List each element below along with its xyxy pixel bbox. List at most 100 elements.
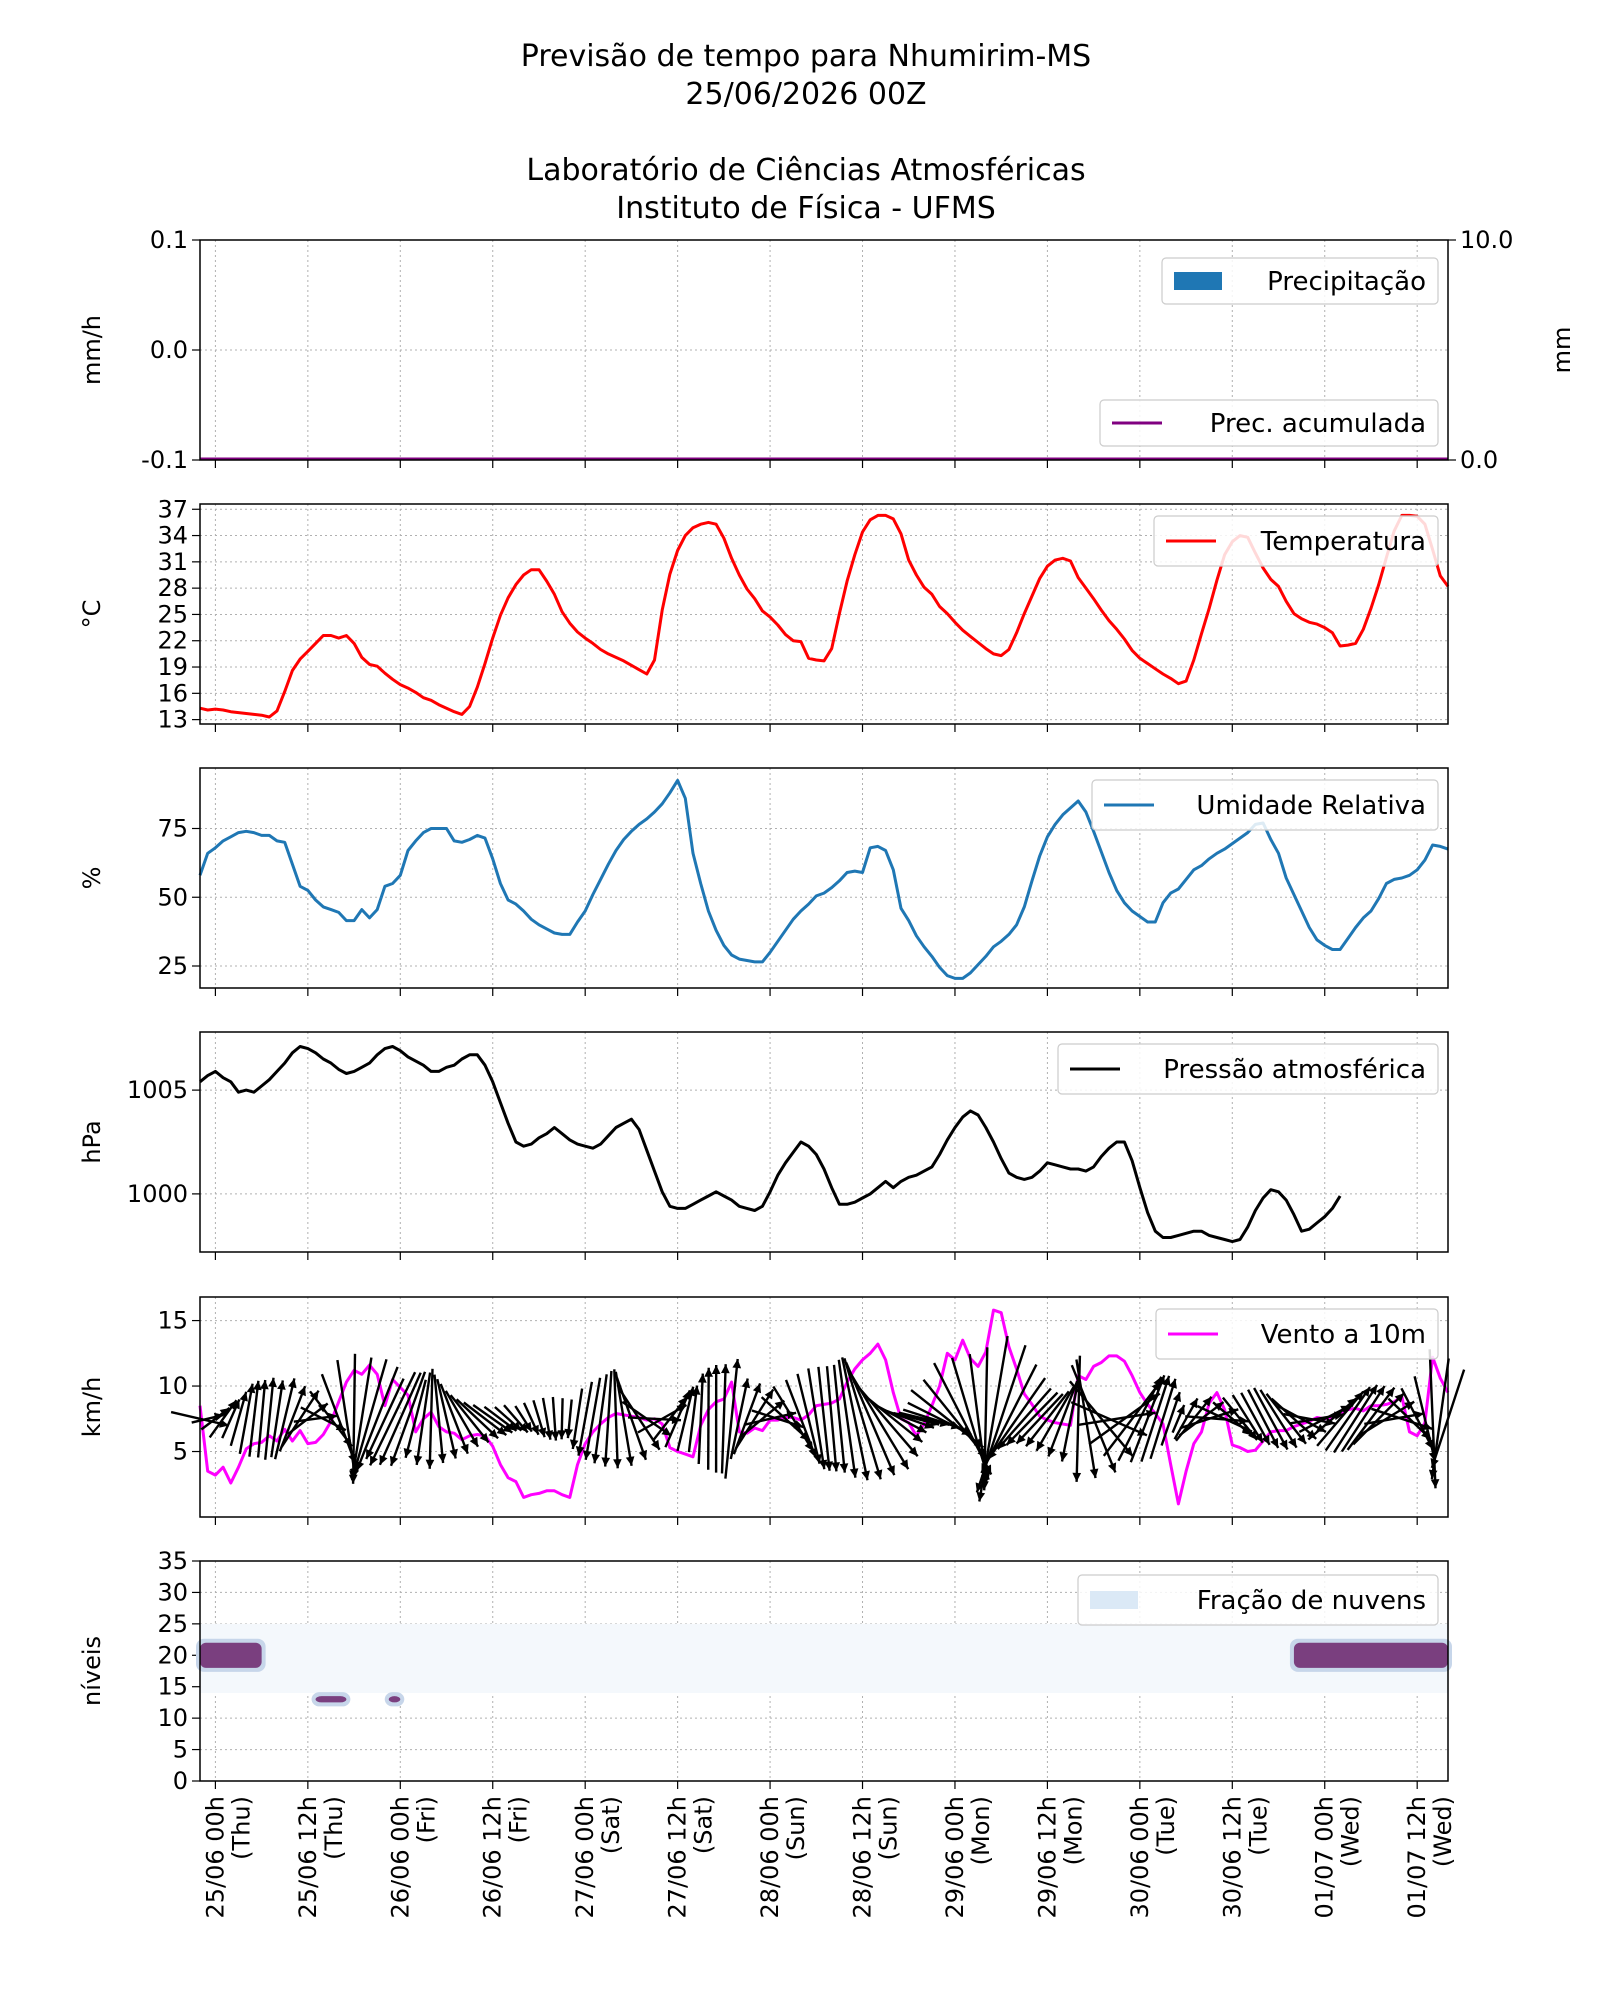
wind-arrow-head [469, 1436, 478, 1447]
wind-arrow-head [379, 1454, 388, 1465]
wind-arrow [449, 1394, 490, 1444]
wind-arrow [428, 1368, 434, 1469]
wind-arrow-head [691, 1385, 701, 1395]
x-tick-label-date: 27/06 00h [571, 1796, 599, 1919]
wind-arrow-head [698, 1373, 707, 1383]
wind-arrow-head [916, 1424, 927, 1433]
wind-arrow [1005, 1391, 1059, 1446]
wind-arrow [433, 1374, 445, 1464]
y-axis-label: km/h [78, 1377, 106, 1438]
wind-arrow [1346, 1386, 1396, 1451]
wind-arrow [720, 1364, 727, 1474]
wind-arrow-head [1254, 1432, 1263, 1443]
wind-arrow-head [924, 1420, 934, 1429]
wind-arrow-head [1162, 1375, 1171, 1386]
wind-arrow [772, 1385, 815, 1452]
wind-arrow-head [900, 1459, 909, 1470]
y-tick-label: 5 [173, 1438, 188, 1466]
wind-arrow [729, 1378, 749, 1460]
wind-arrow-head [1072, 1472, 1082, 1482]
wind-arrow-head [366, 1449, 374, 1459]
wind-arrow-head [231, 1399, 240, 1410]
wind-arrow-head [839, 1463, 849, 1473]
wind-arrow-head [479, 1432, 489, 1443]
wind-arrow [1265, 1393, 1307, 1445]
wind-arrow-head [711, 1365, 721, 1374]
wind-arrow [351, 1358, 388, 1479]
cloud-patch [200, 1642, 262, 1668]
axes-frame [199, 1296, 1449, 1518]
legend-label: Pressão atmosférica [1163, 1055, 1426, 1085]
y-tick-label: 10 [157, 1704, 188, 1732]
wind-arrow [1231, 1394, 1264, 1444]
legend-frame [1057, 1043, 1439, 1095]
legend-frame [1091, 779, 1439, 831]
wind-arrow-head [1047, 1446, 1056, 1457]
y-axis-label: % [78, 867, 106, 890]
x-tick-label-day: (Sat) [690, 1796, 718, 1854]
wind-arrow [577, 1381, 594, 1456]
wind-arrow [1247, 1389, 1280, 1449]
y-tick-label: 31 [157, 548, 188, 576]
wind-arrow [444, 1390, 480, 1448]
wind-arrow-head [219, 1408, 230, 1417]
wind-arrow [852, 1380, 919, 1457]
wind-arrow-head [1016, 1434, 1026, 1444]
wind-speed-line [198, 1308, 1450, 1506]
x-tick-label-day: (Thu) [227, 1796, 255, 1860]
wind-arrow-head [1189, 1398, 1198, 1409]
wind-arrow-head [227, 1400, 237, 1411]
cloud-panel: 35 30 25 20 15 10 5 0 níveis Fração de nuvens [78, 1547, 1452, 1795]
y-tick-label: 15 [157, 1307, 188, 1335]
y-axis-label: níveis [78, 1636, 106, 1706]
cloud-patch [1293, 1642, 1448, 1668]
wind-arrow [751, 1409, 804, 1429]
wind-arrow-head [651, 1439, 660, 1450]
wind-arrow-head [449, 1448, 458, 1459]
wind-arrow-head [1239, 1416, 1249, 1425]
x-tick-label-date: 29/06 12h [1033, 1796, 1061, 1919]
y-tick-label: 0.0 [150, 336, 188, 364]
wind-arrow-head [721, 1364, 730, 1374]
y2-tick-label: 10.0 [1460, 226, 1513, 254]
title-line-1: Previsão de tempo para Nhumirim-MS [521, 39, 1091, 74]
y-tick-label: 25 [157, 1610, 188, 1638]
wind-arrow-head [997, 1439, 1007, 1450]
wind-arrow [1025, 1390, 1070, 1447]
legend: Temperatura [1153, 515, 1439, 567]
wind-arrow [248, 1380, 260, 1457]
legend-label: Fração de nuvens [1197, 1586, 1426, 1616]
wind-arrow [369, 1371, 417, 1466]
wind-arrow-head [808, 1447, 817, 1458]
axes-frame [199, 1031, 1449, 1253]
wind-arrow-head [1202, 1396, 1212, 1407]
wind-arrow [697, 1373, 704, 1465]
wind-arrow-head [1430, 1479, 1440, 1489]
wind-arrow-head [268, 1377, 277, 1388]
wind-arrow-head [1340, 1405, 1351, 1414]
y-tick-label: 30 [157, 1578, 188, 1606]
x-tick-label-date: 30/06 00h [1126, 1796, 1154, 1919]
y-tick-label: 1000 [127, 1180, 188, 1208]
y-tick-label: 16 [157, 679, 188, 707]
pressure-panel: 1005 1000 hPa Pressão atmosférica [78, 1031, 1449, 1260]
wind-arrow [404, 1379, 427, 1459]
legend-label: Umidade Relativa [1196, 791, 1426, 821]
wind-arrow [613, 1369, 619, 1469]
wind-arrow [1316, 1390, 1365, 1447]
axes-frame [199, 767, 1449, 989]
wind-arrow [732, 1382, 762, 1455]
wind-arrow-head [1279, 1439, 1288, 1450]
wind-arrow [863, 1394, 924, 1443]
wind-arrow-head [564, 1428, 574, 1439]
wind-arrow [1117, 1376, 1163, 1462]
wind-arrow [571, 1388, 584, 1450]
wind-arrow [455, 1398, 499, 1440]
wind-arrow-head [425, 1459, 435, 1469]
wind-arrow-head [1036, 1440, 1045, 1451]
wind-arrow-head [1168, 1378, 1177, 1389]
x-tick-label-date: 01/07 00h [1311, 1796, 1339, 1919]
title-line-2: 25/06/2026 00Z [685, 77, 926, 112]
wind-arrow [664, 1389, 692, 1448]
wind-arrow-head [849, 1468, 859, 1478]
